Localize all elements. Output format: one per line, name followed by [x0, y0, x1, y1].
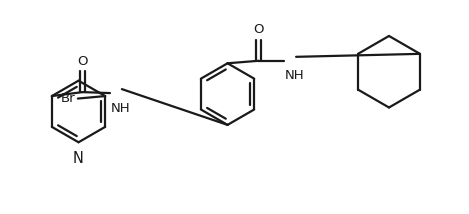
Text: Br: Br	[61, 92, 76, 105]
Text: O: O	[253, 24, 264, 36]
Text: NH: NH	[111, 101, 130, 114]
Text: O: O	[77, 55, 88, 68]
Text: NH: NH	[285, 69, 305, 82]
Text: N: N	[73, 151, 84, 166]
